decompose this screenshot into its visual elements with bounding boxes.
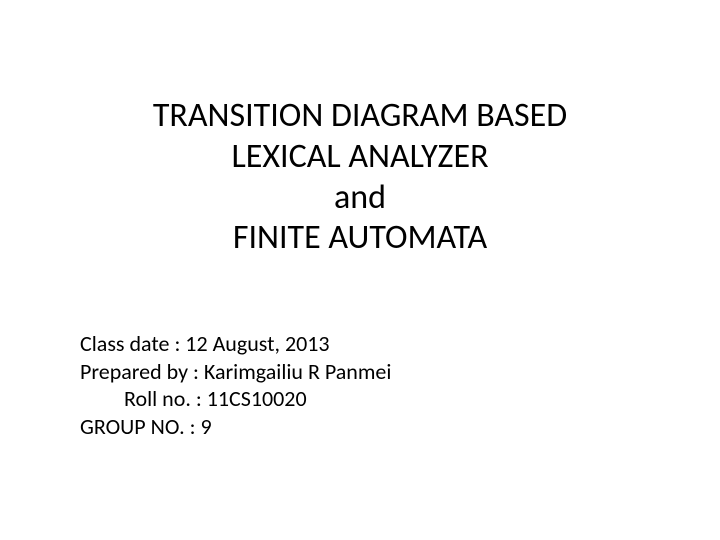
- info-block: Class date : 12 August, 2013 Prepared by…: [80, 330, 640, 440]
- title-line-1: TRANSITION DIAGRAM BASED: [0, 96, 720, 137]
- title-line-3: and: [0, 178, 720, 219]
- title-line-4: FINITE AUTOMATA: [0, 218, 720, 259]
- prepared-by: Prepared by : Karimgailiu R Panmei: [80, 358, 640, 386]
- slide: TRANSITION DIAGRAM BASED LEXICAL ANALYZE…: [0, 0, 720, 540]
- title-line-2: LEXICAL ANALYZER: [0, 137, 720, 178]
- roll-no: Roll no. : 11CS10020: [80, 385, 640, 413]
- class-date: Class date : 12 August, 2013: [80, 330, 640, 358]
- group-no: GROUP NO. : 9: [80, 413, 640, 441]
- title-block: TRANSITION DIAGRAM BASED LEXICAL ANALYZE…: [0, 96, 720, 259]
